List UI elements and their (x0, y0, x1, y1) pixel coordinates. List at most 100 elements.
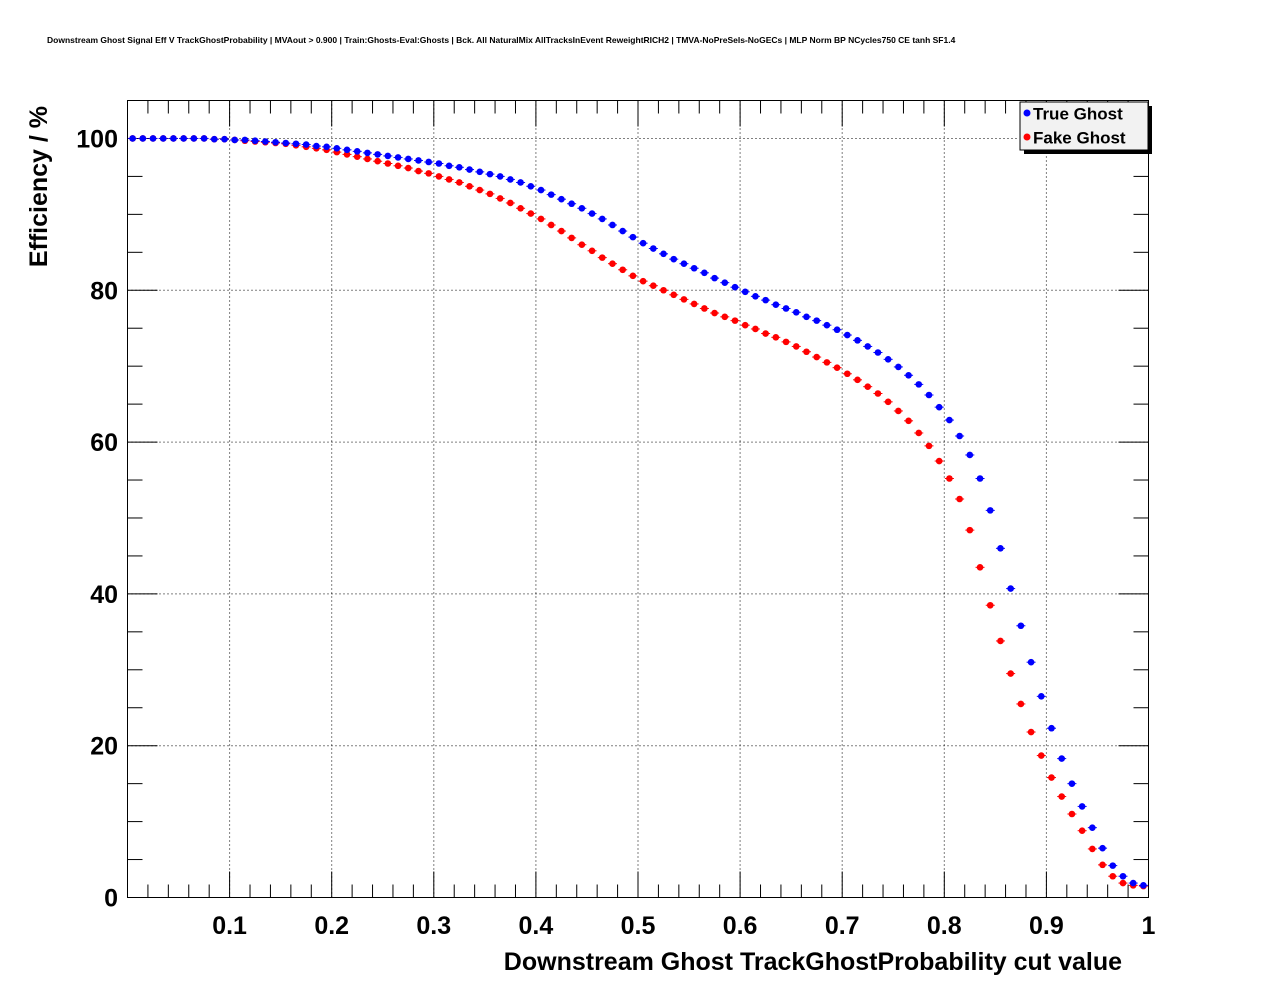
point-fake-ghost (598, 254, 606, 261)
point-fake-ghost (558, 227, 565, 235)
point-true-ghost (180, 135, 187, 142)
point-fake-ghost (435, 173, 443, 180)
point-true-ghost (966, 451, 974, 459)
point-fake-ghost (353, 153, 361, 160)
grid-lines (127, 100, 1149, 898)
y-tick-label: 0 (104, 885, 118, 913)
point-fake-ghost (343, 151, 351, 158)
x-tick-label: 0.9 (1029, 912, 1064, 940)
point-fake-ghost (466, 182, 473, 190)
point-fake-ghost (1078, 827, 1086, 835)
point-true-ghost (456, 163, 463, 171)
point-fake-ghost (660, 286, 667, 294)
point-true-ghost (762, 296, 769, 304)
point-true-ghost (925, 391, 933, 399)
point-true-ghost (782, 305, 790, 312)
point-fake-ghost (384, 160, 392, 167)
legend-label-true-ghost: True Ghost (1033, 105, 1123, 124)
point-true-ghost (1007, 585, 1014, 592)
point-fake-ghost (404, 164, 412, 172)
point-fake-ghost (854, 376, 861, 384)
point-true-ghost (394, 154, 402, 161)
point-true-ghost (353, 148, 361, 155)
point-fake-ghost (711, 309, 718, 317)
point-fake-ghost (701, 305, 708, 312)
legend-marker-fake-ghost (1023, 133, 1031, 141)
point-true-ghost (670, 255, 678, 263)
point-true-ghost (527, 182, 535, 190)
point-true-ghost (200, 135, 208, 142)
point-fake-ghost (772, 334, 780, 341)
point-true-ghost (1037, 693, 1045, 700)
point-true-ghost (660, 250, 667, 258)
point-true-ghost (547, 191, 555, 198)
point-true-ghost (639, 239, 647, 247)
point-true-ghost (517, 179, 524, 186)
point-fake-ghost (425, 170, 432, 177)
point-fake-ghost (731, 317, 739, 324)
x-tick-label: 0.5 (621, 912, 656, 940)
x-tick-label: 0.2 (314, 912, 349, 940)
point-true-ghost (874, 349, 882, 356)
point-true-ghost (1048, 724, 1055, 732)
point-fake-ghost (956, 495, 963, 503)
point-true-ghost (813, 317, 820, 324)
point-true-ghost (701, 269, 708, 277)
point-fake-ghost (986, 601, 994, 609)
point-fake-ghost (813, 353, 820, 361)
point-true-ghost (629, 233, 637, 241)
point-true-ghost (404, 155, 412, 163)
point-fake-ghost (476, 186, 484, 194)
x-tick-label: 0.8 (927, 912, 962, 940)
chart-title: Downstream Ghost Signal Eff V TrackGhost… (47, 35, 956, 45)
plot-frame (127, 100, 1149, 898)
point-fake-ghost (915, 429, 923, 437)
point-fake-ghost (895, 407, 902, 415)
point-true-ghost (1140, 882, 1147, 889)
point-fake-ghost (1109, 872, 1117, 880)
point-fake-ghost (1058, 793, 1066, 800)
point-fake-ghost (639, 277, 647, 285)
point-true-ghost (313, 142, 320, 150)
point-true-ghost (568, 200, 575, 208)
point-fake-ghost (517, 204, 524, 212)
point-true-ghost (159, 135, 167, 142)
point-fake-ghost (609, 260, 616, 267)
x-tick-label: 0.6 (723, 912, 758, 940)
x-tick-label: 0.3 (416, 912, 451, 940)
legend-marker-true-ghost (1023, 109, 1031, 117)
x-axis-title: Downstream Ghost TrackGhostProbability c… (504, 948, 1122, 976)
point-fake-ghost (752, 325, 759, 333)
point-fake-ghost (415, 167, 422, 175)
point-fake-ghost (619, 266, 626, 274)
point-true-ghost (272, 138, 279, 146)
point-true-ghost (833, 326, 841, 334)
point-fake-ghost (364, 155, 371, 163)
point-fake-ghost (537, 215, 545, 223)
point-fake-ghost (833, 364, 841, 371)
point-true-ghost (149, 135, 157, 142)
point-true-ghost (752, 293, 759, 300)
point-fake-ghost (925, 442, 933, 450)
x-tick-label: 0.4 (519, 912, 554, 940)
point-true-ghost (1099, 844, 1106, 852)
point-true-ghost (792, 308, 800, 316)
point-true-ghost (507, 176, 514, 183)
point-true-ghost (976, 475, 984, 482)
point-fake-ghost (690, 300, 698, 308)
point-true-ghost (537, 186, 545, 194)
point-fake-ghost (803, 348, 810, 356)
point-fake-ghost (792, 343, 800, 350)
point-true-ghost (374, 151, 381, 158)
point-fake-ghost (884, 398, 892, 406)
data-points (128, 135, 1148, 890)
point-true-ghost (231, 136, 239, 144)
point-fake-ghost (782, 338, 790, 346)
point-true-ghost (598, 215, 606, 223)
x-tick-label: 0.1 (212, 912, 247, 940)
point-fake-ghost (507, 199, 514, 207)
point-true-ghost (1129, 879, 1137, 887)
point-true-ghost (721, 279, 729, 286)
point-true-ghost (1027, 658, 1035, 666)
point-true-ghost (905, 371, 912, 379)
